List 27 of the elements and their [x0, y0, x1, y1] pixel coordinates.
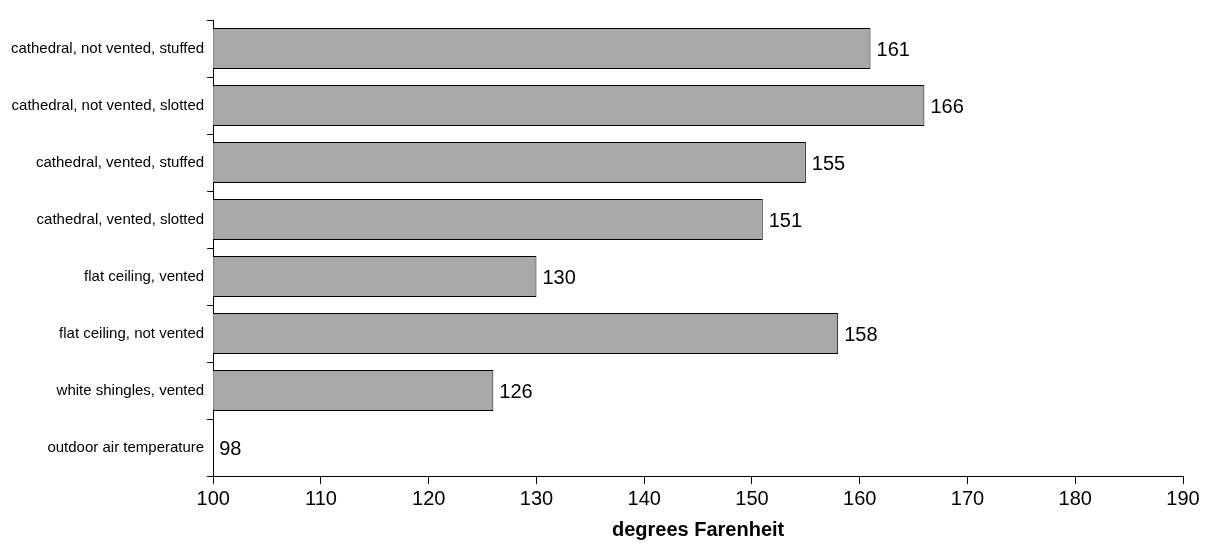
y-tick-label: cathedral, vented, stuffed — [36, 152, 205, 170]
x-tick-label: 170 — [950, 486, 985, 509]
x-tick-label: 140 — [627, 486, 661, 509]
y-tick-label: white shingles, vented — [55, 380, 205, 398]
x-tick-label: 180 — [1058, 486, 1092, 509]
x-tick-label: 120 — [412, 486, 446, 509]
y-tick-label: flat ceiling, vented — [84, 266, 205, 284]
x-tick-label: 100 — [196, 486, 230, 509]
data-label: 166 — [930, 95, 964, 118]
data-label: 155 — [811, 152, 846, 175]
x-axis-title: degrees Farenheit — [611, 517, 785, 540]
x-tick-label: 150 — [735, 486, 769, 509]
x-tick-label: 160 — [843, 486, 877, 509]
data-label: 130 — [542, 266, 576, 289]
text: 98 — [219, 437, 242, 460]
y-tick-label: outdoor air temperature — [47, 437, 205, 455]
data-label: 161 — [876, 38, 910, 61]
x-tick-label: 130 — [519, 486, 554, 509]
y-tick-label: cathedral, not vented, stuffed — [10, 38, 205, 56]
y-tick-label: cathedral, not vented, slotted — [11, 95, 205, 113]
y-tick-label: flat ceiling, not vented — [59, 323, 205, 341]
y-tick-label: cathedral, vented, slotted — [36, 209, 205, 227]
x-tick-label: 110 — [305, 486, 337, 509]
x-tick-label: 190 — [1166, 486, 1200, 509]
data-label: 158 — [844, 323, 878, 346]
data-label: 151 — [768, 209, 803, 232]
data-label: 126 — [499, 380, 533, 403]
